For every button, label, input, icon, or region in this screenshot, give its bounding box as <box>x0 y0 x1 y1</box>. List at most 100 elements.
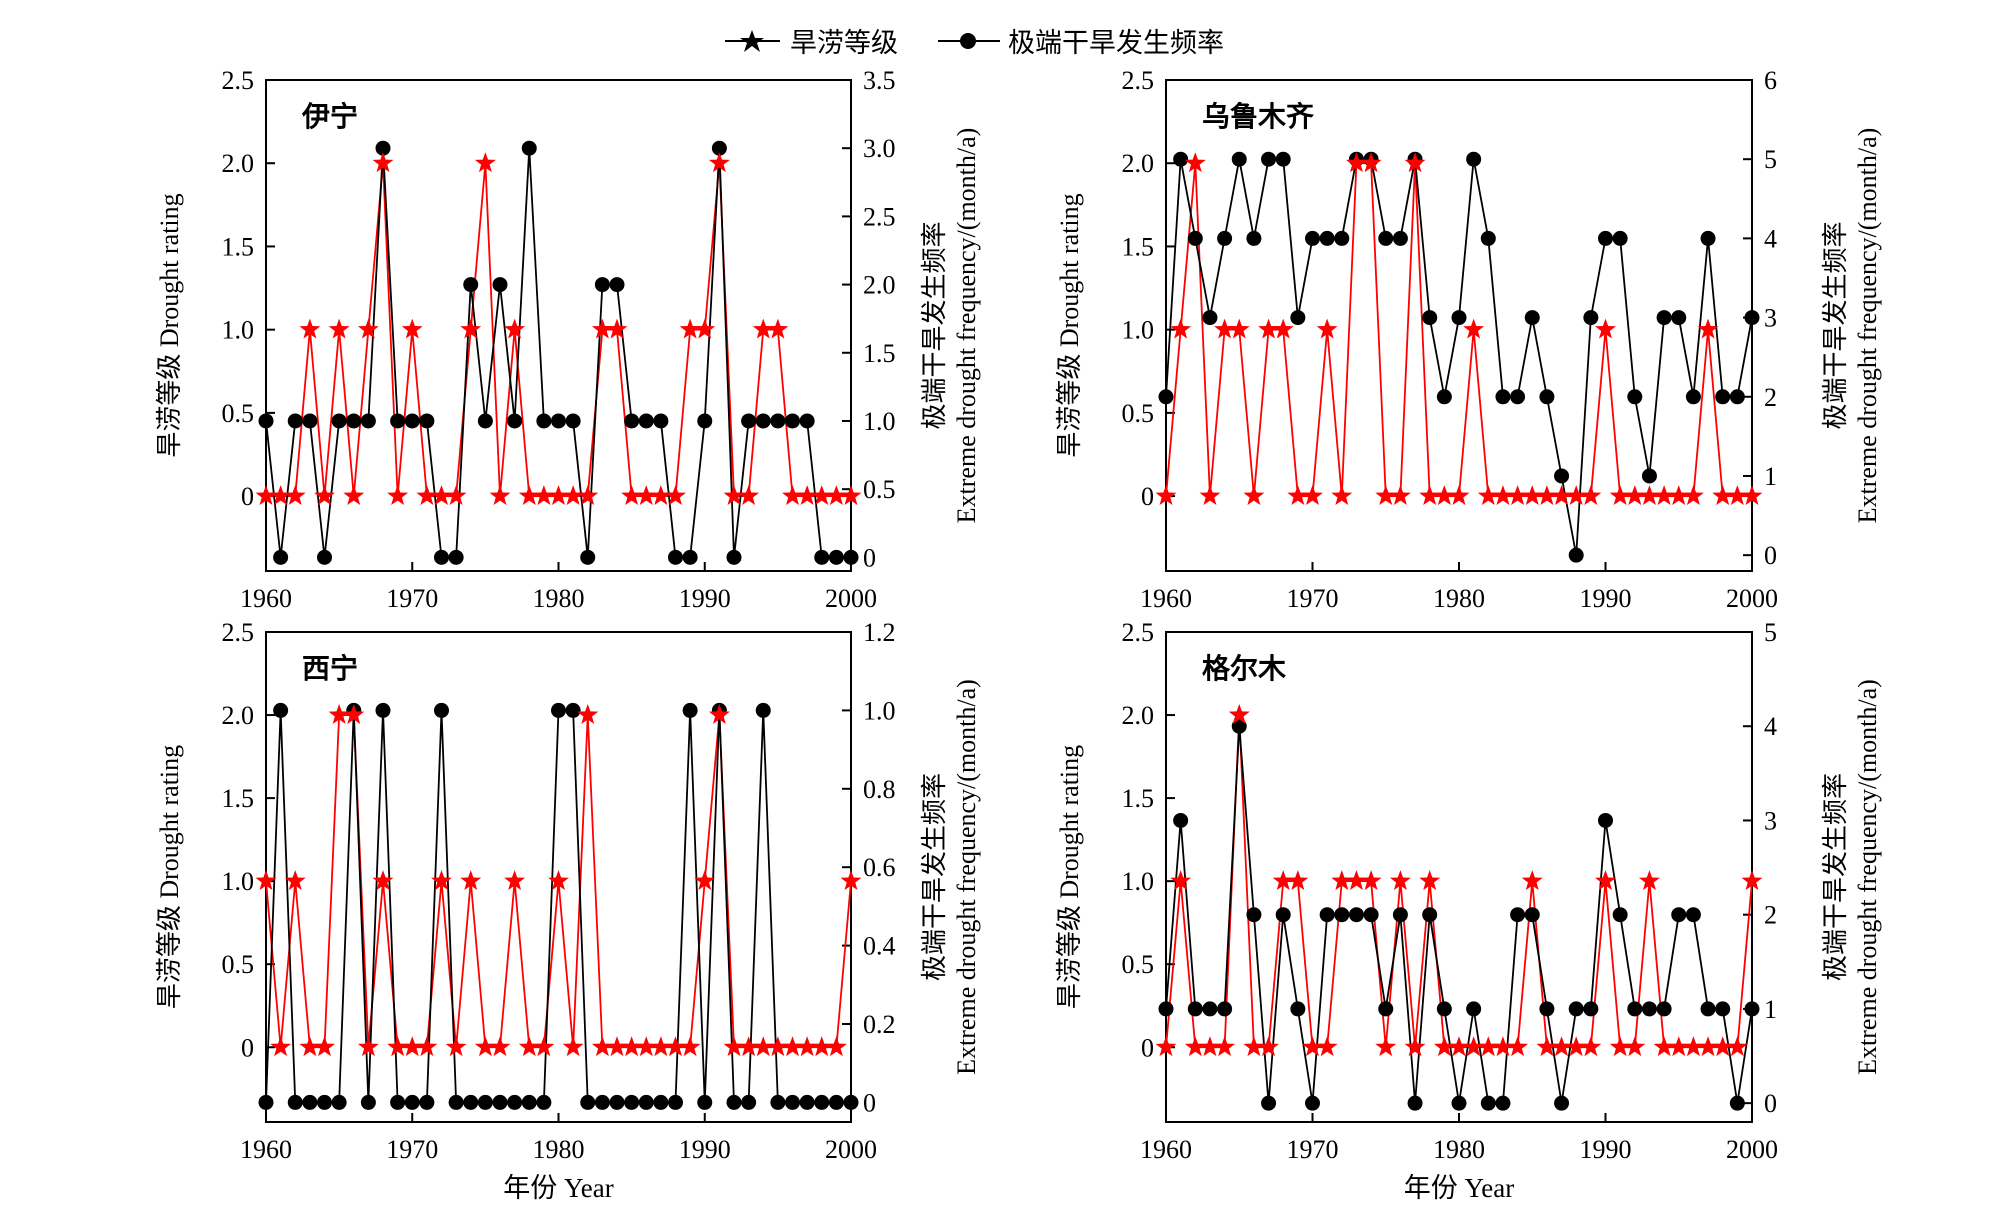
frequency-point <box>273 702 289 718</box>
frequency-point <box>1554 1095 1570 1111</box>
drought-star-point <box>1243 1036 1265 1057</box>
frequency-point <box>404 1094 420 1110</box>
left-tick-label: 2.0 <box>1122 701 1155 730</box>
drought-star-point <box>1302 1036 1323 1057</box>
x-axis-label: 年份 Year <box>1404 1173 1515 1203</box>
frequency-point <box>302 413 318 429</box>
drought-star-point <box>606 1036 628 1057</box>
drought-star-point <box>518 485 540 505</box>
right-tick-label: 1 <box>1764 995 1777 1024</box>
x-tick-label: 1960 <box>240 584 292 613</box>
drought-star-point <box>489 1036 511 1057</box>
drought-star-point <box>1565 485 1587 505</box>
drought-star-point <box>708 152 730 173</box>
frequency-point <box>1173 151 1189 167</box>
x-tick-label: 1990 <box>679 584 731 613</box>
drought-star-point <box>1507 485 1529 505</box>
frequency-point <box>843 1094 859 1110</box>
frequency-point <box>580 1094 596 1110</box>
frequency-point <box>1231 151 1247 167</box>
drought-star-point <box>811 1036 833 1057</box>
drought-star-point <box>1609 485 1631 505</box>
drought-star-point <box>284 485 306 505</box>
frequency-point <box>1539 1001 1555 1017</box>
drought-star-point <box>299 318 321 339</box>
frequency-point <box>1187 1001 1203 1017</box>
right-tick-label: 0.8 <box>863 775 896 804</box>
station-title: 西宁 <box>302 652 358 685</box>
frequency-point <box>1378 230 1394 246</box>
drought-star-point <box>562 1036 584 1057</box>
drought-star-point <box>1199 485 1221 505</box>
drought-star-point <box>738 1036 760 1057</box>
left-tick-label: 1.5 <box>1122 232 1155 261</box>
frequency-point <box>507 413 523 429</box>
drought-star-point <box>1214 318 1236 339</box>
drought-star-point <box>1272 318 1294 339</box>
frequency-point <box>375 140 391 156</box>
drought-star-point <box>1477 1036 1499 1057</box>
drought-star-point <box>1580 1036 1602 1057</box>
frequency-point <box>565 702 581 718</box>
frequency-point <box>1671 310 1687 326</box>
drought-star-point <box>1682 1036 1704 1057</box>
frequency-point <box>624 1094 640 1110</box>
frequency-point <box>346 413 362 429</box>
frequency-point <box>1436 1001 1452 1017</box>
drought-star-point <box>343 704 365 724</box>
right-tick-label: 4 <box>1764 224 1777 253</box>
x-tick-label: 1980 <box>533 584 585 613</box>
frequency-point <box>770 1094 786 1110</box>
frequency-point <box>1158 1001 1174 1017</box>
frequency-point <box>521 1094 537 1110</box>
drought-series-line <box>1165 715 1753 1049</box>
panel-3: 0 0.5 1.0 1.5 2.0 2.5 0 0.2 0.4 0.6 0.8 1.0 1.2 1960 1… <box>155 618 981 1203</box>
drought-star-point <box>825 485 847 505</box>
frequency-point <box>317 549 332 565</box>
right-axis-label-cn: 极端干旱发生频率 <box>920 773 949 981</box>
drought-star-point <box>621 485 643 505</box>
drought-series-line <box>1165 162 1752 498</box>
drought-star-point <box>1345 152 1367 173</box>
frequency-point <box>1466 1001 1482 1017</box>
drought-star-point <box>591 1036 613 1057</box>
drought-star-point <box>1345 870 1367 891</box>
frequency-point <box>580 549 596 565</box>
frequency-point <box>668 1094 683 1110</box>
frequency-point <box>638 1094 654 1110</box>
frequency-point <box>551 702 566 718</box>
left-axis-label: 旱涝等级 Drought rating <box>1055 745 1084 1009</box>
left-tick-label: 2.0 <box>222 701 255 730</box>
x-tick-label: 2000 <box>825 1135 877 1164</box>
frequency-point <box>1261 151 1277 167</box>
frequency-point <box>726 549 742 565</box>
drought-star-point <box>665 1036 686 1057</box>
frequency-point <box>1422 907 1438 923</box>
drought-star-point <box>1170 318 1192 339</box>
frequency-point <box>1436 389 1452 405</box>
frequency-point <box>653 413 669 429</box>
frequency-point <box>404 413 420 429</box>
drought-star-point <box>416 1036 438 1057</box>
drought-star-point <box>752 318 774 339</box>
frequency-point <box>1275 907 1291 923</box>
x-axis-label: 年份 Year <box>503 1173 614 1203</box>
drought-star-point <box>1184 1036 1206 1057</box>
drought-star-point <box>723 485 745 505</box>
right-axis-label-en: Extreme drought frequency/(month/a) <box>1853 128 1882 524</box>
frequency-point <box>1173 812 1189 828</box>
drought-star-point <box>738 485 760 505</box>
drought-star-point <box>1638 870 1660 891</box>
frequency-point <box>536 1094 552 1110</box>
frequency-point <box>302 1094 318 1110</box>
drought-star-point <box>782 1036 803 1057</box>
drought-star-point <box>518 1036 540 1057</box>
drought-star-point <box>1228 318 1250 339</box>
drought-star-point <box>1316 1036 1338 1057</box>
right-tick-label: 1.5 <box>863 339 896 368</box>
right-tick-label: 3.0 <box>863 134 896 163</box>
drought-star-point <box>460 870 482 891</box>
drought-star-point <box>1536 485 1558 505</box>
frequency-point <box>609 1094 625 1110</box>
drought-star-point <box>474 152 496 173</box>
